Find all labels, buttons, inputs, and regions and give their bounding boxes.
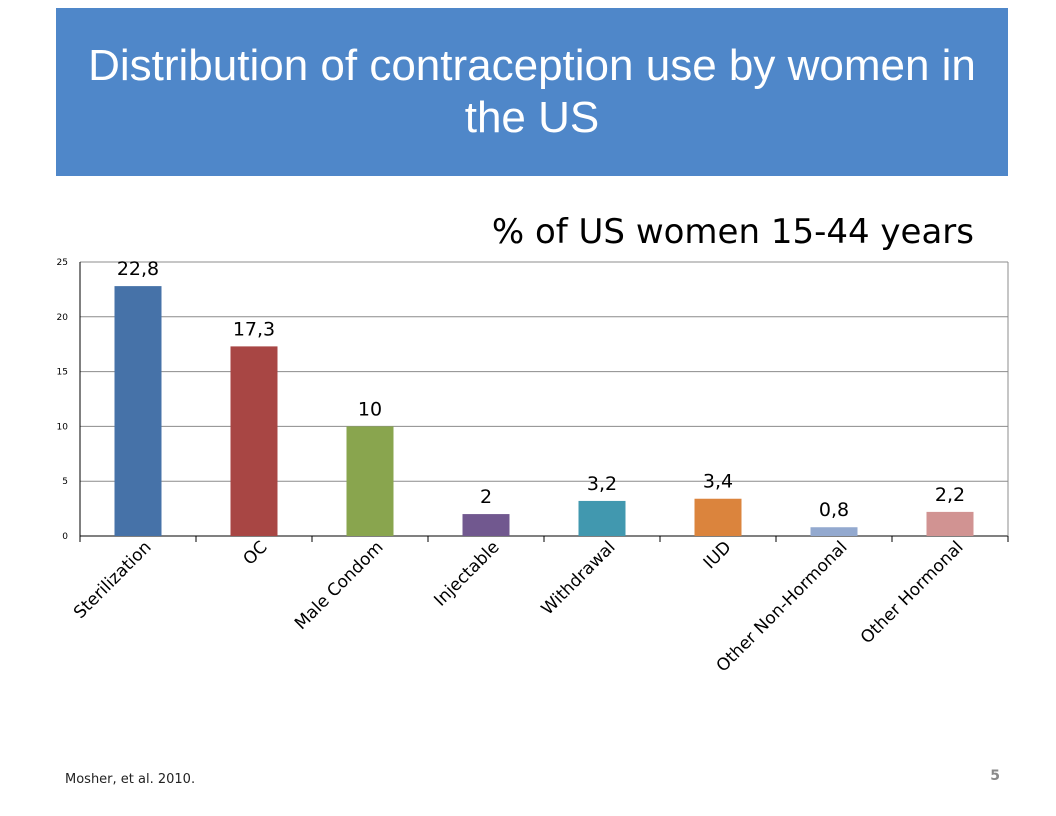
- y-tick-label: 5: [62, 477, 68, 487]
- data-label: 3,4: [703, 471, 733, 493]
- chart-title: % of US women 15-44 years: [492, 212, 974, 252]
- x-tick-label: Withdrawal: [538, 537, 620, 619]
- bar-injectable: [462, 514, 510, 536]
- data-label: 2,2: [935, 484, 965, 506]
- bar-sterilization: [114, 286, 162, 536]
- x-tick-label: IUD: [700, 537, 736, 573]
- y-tick-label: 10: [57, 422, 69, 432]
- data-label: 17,3: [233, 318, 275, 340]
- bar-other-non-hormonal: [810, 527, 858, 536]
- page-number: 5: [990, 768, 1000, 784]
- x-tick-label: Other Hormonal: [857, 537, 968, 648]
- source-citation: Mosher, et al. 2010.: [65, 772, 196, 787]
- x-tick-label: Other Non-Hormonal: [713, 537, 852, 676]
- bar-other-hormonal: [926, 511, 974, 536]
- data-label: 3,2: [587, 473, 617, 495]
- y-tick-label: 0: [62, 532, 68, 542]
- data-label: 0,8: [819, 499, 849, 521]
- data-label: 2: [480, 486, 492, 508]
- x-tick-label: Sterilization: [70, 537, 156, 623]
- slide-title: Distribution of contraception use by wom…: [88, 41, 976, 142]
- bar-oc: [230, 346, 278, 536]
- y-tick-label: 20: [57, 313, 69, 323]
- data-label: 10: [358, 398, 382, 420]
- y-tick-label: 25: [57, 258, 68, 268]
- y-tick-label: 15: [57, 368, 68, 378]
- bar-male-condom: [346, 426, 394, 536]
- bar-iud: [694, 498, 742, 536]
- bar-withdrawal: [578, 500, 626, 536]
- data-label: 22,8: [117, 258, 159, 280]
- x-tick-label: OC: [240, 537, 272, 569]
- x-tick-label: Male Condom: [291, 537, 387, 633]
- title-banner: Distribution of contraception use by wom…: [56, 8, 1008, 176]
- x-tick-label: Injectable: [430, 537, 503, 610]
